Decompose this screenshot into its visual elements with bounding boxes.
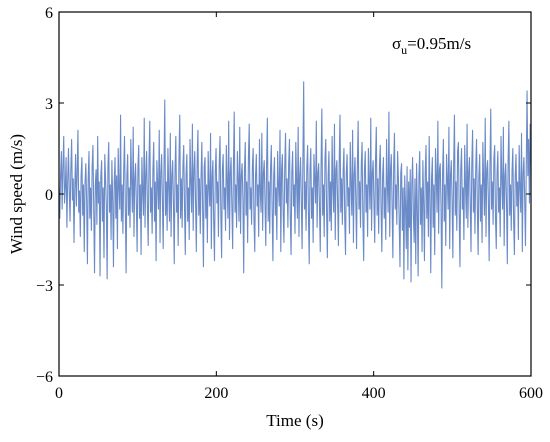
x-tick-label: 0	[55, 385, 63, 402]
x-tick-label: 200	[204, 385, 228, 402]
plot-area	[58, 11, 532, 377]
y-tick-label: 0	[45, 187, 53, 204]
series-line-wind-speed	[59, 81, 531, 289]
x-tick-label: 600	[519, 385, 543, 402]
y-tick-label: 3	[45, 96, 53, 113]
x-axis-title: Time (s)	[266, 411, 323, 430]
sigma-value: =0.95m/s	[407, 34, 471, 53]
sigma-subscript: u	[401, 43, 407, 57]
y-tick-label: −6	[36, 369, 53, 386]
x-axis-ticks: 0 200 400 600	[55, 12, 543, 402]
sigma-symbol: σ	[392, 34, 401, 53]
y-axis-ticks: 6 3 0 −3 −6	[36, 5, 531, 386]
sigma-annotation: σu=0.95m/s	[392, 34, 471, 57]
y-axis-title: Wind speed (m/s)	[7, 134, 26, 254]
y-tick-label: −3	[36, 278, 53, 295]
x-tick-label: 400	[362, 385, 386, 402]
y-tick-label: 6	[45, 5, 53, 22]
